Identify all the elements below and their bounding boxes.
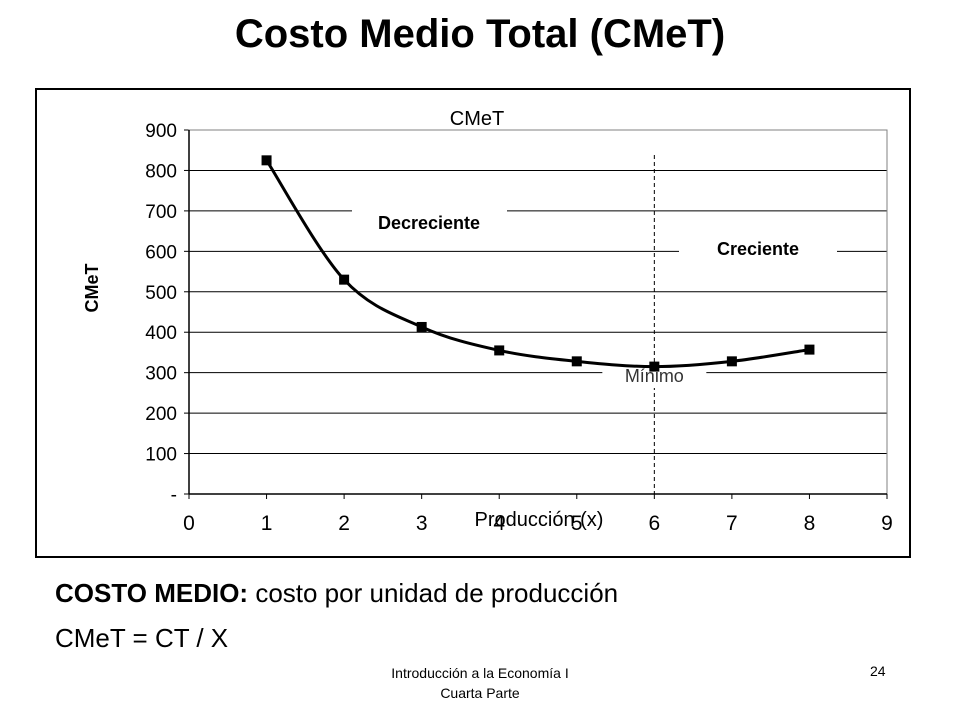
x-tick-label: 2 [338, 512, 350, 535]
y-tick-label: 700 [145, 202, 177, 223]
cmet-series-line [265, 159, 810, 369]
y-tick-label: 300 [145, 364, 177, 385]
minimum-label: Mínimo [625, 366, 684, 386]
x-tick-label: 3 [416, 512, 428, 535]
y-tick-label: 800 [145, 161, 177, 182]
x-tick-label: 0 [183, 512, 195, 535]
y-tick-label: 600 [145, 242, 177, 263]
x-tick-label: 7 [726, 512, 738, 535]
footer-course: Introducción a la Economía I Cuarta Part… [330, 663, 630, 703]
data-point-marker [649, 361, 660, 372]
decreasing-label: Decreciente [378, 213, 480, 233]
chart-title: CMeT [450, 108, 504, 130]
y-tick-label: 900 [145, 121, 177, 142]
cmet-chart: CMeT CMeT Producción (x) -10020030040050… [82, 108, 893, 535]
x-tick-label: 1 [261, 512, 273, 535]
x-tick-label: 5 [571, 512, 583, 535]
y-tick-label: 100 [145, 445, 177, 466]
x-tick-label: 4 [493, 512, 505, 535]
y-tick-label: 200 [145, 404, 177, 425]
decreasing-label-bg [352, 208, 507, 236]
footer-course-line1: Introducción a la Economía I [391, 665, 569, 681]
chart-frame: CMeT CMeT Producción (x) -100 200 300 400 50… [35, 88, 911, 558]
data-point-marker [726, 356, 737, 367]
y-tick-label: - [171, 485, 177, 506]
x-axis-label: Producción (x) [475, 509, 604, 531]
definition-body: costo por unidad de producción [248, 578, 619, 608]
increasing-label: Creciente [717, 239, 799, 259]
definition-term: COSTO MEDIO: [55, 578, 249, 608]
footer-course-line2: Cuarta Parte [440, 685, 520, 701]
data-point-marker [339, 274, 350, 285]
plot-area [188, 129, 888, 495]
x-tick-label: 8 [804, 512, 816, 535]
x-tick-label: 9 [881, 512, 893, 535]
page-number: 24 [870, 663, 886, 679]
data-point-marker [416, 321, 427, 332]
increasing-label-bg [679, 232, 837, 262]
data-point-marker [494, 345, 505, 356]
x-tick-label: 6 [648, 512, 660, 535]
data-point-marker [571, 356, 582, 367]
data-point-marker [804, 344, 815, 355]
y-axis-label: CMeT [82, 263, 102, 312]
formula-text: CMeT = CT / X [55, 623, 229, 653]
data-point-marker [261, 155, 272, 166]
slide-title: Costo Medio Total (CMeT) [234, 12, 726, 56]
y-tick-label: 500 [145, 283, 177, 304]
y-tick-label: 400 [145, 323, 177, 344]
definition-text: COSTO MEDIO: costo por unidad de producc… [55, 578, 618, 609]
